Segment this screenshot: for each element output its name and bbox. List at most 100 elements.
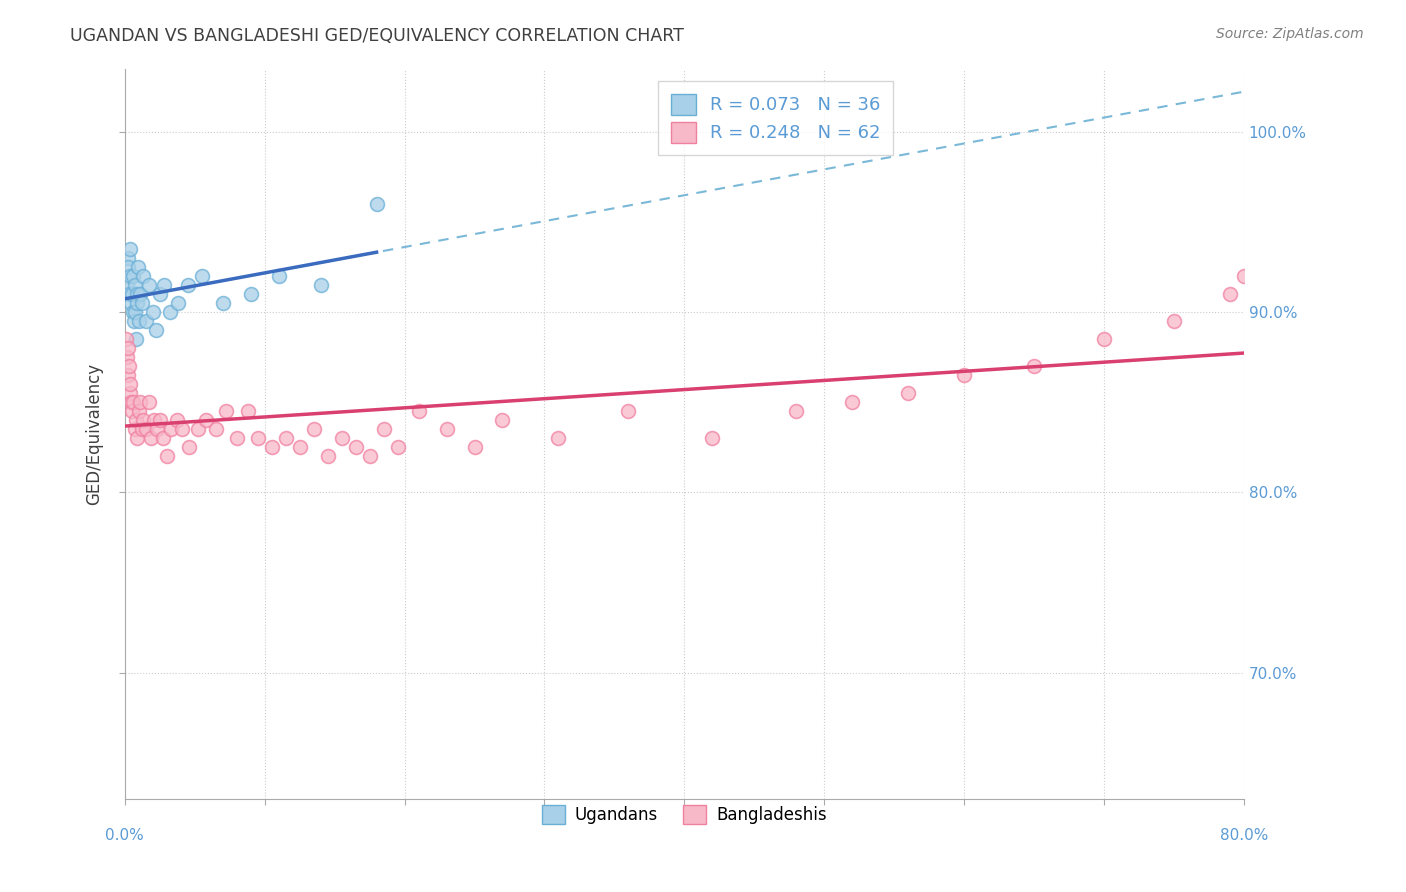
Point [953, 368, 976, 382]
Point [129, 395, 152, 409]
Point [1092, 332, 1115, 346]
Point [118, 359, 141, 373]
Point [463, 440, 485, 454]
Point [373, 422, 395, 436]
Point [344, 440, 367, 454]
Point [120, 395, 142, 409]
Point [194, 413, 217, 427]
Point [129, 287, 152, 301]
Point [267, 268, 290, 283]
Point [122, 395, 145, 409]
Point [1233, 268, 1256, 283]
Point [160, 422, 183, 436]
Point [141, 431, 163, 445]
Point [127, 260, 149, 274]
Point [309, 277, 332, 292]
Point [146, 422, 169, 436]
Point [1022, 359, 1045, 373]
Point [138, 395, 160, 409]
Point [135, 314, 157, 328]
Point [121, 287, 143, 301]
Point [387, 440, 409, 454]
Point [128, 404, 150, 418]
Point [177, 277, 200, 292]
Point [190, 268, 212, 283]
Point [408, 404, 430, 418]
Point [131, 422, 153, 436]
Point [120, 377, 142, 392]
Point [115, 332, 138, 346]
Text: UGANDAN VS BANGLADESHI GED/EQUIVALENCY CORRELATION CHART: UGANDAN VS BANGLADESHI GED/EQUIVALENCY C… [70, 27, 685, 45]
Point [127, 431, 149, 445]
Point [274, 431, 297, 445]
Point [118, 287, 141, 301]
Point [225, 431, 247, 445]
Point [131, 296, 153, 310]
Point [149, 413, 172, 427]
Point [156, 449, 179, 463]
Point [204, 422, 226, 436]
Point [1163, 314, 1185, 328]
Point [491, 413, 513, 427]
Point [117, 368, 139, 382]
Point [166, 413, 188, 427]
Point [316, 449, 339, 463]
Point [128, 314, 150, 328]
Point [302, 422, 325, 436]
Point [124, 277, 146, 292]
Point [366, 196, 388, 211]
Point [135, 422, 157, 436]
Point [785, 404, 807, 418]
Point [121, 268, 143, 283]
Point [143, 413, 166, 427]
Point [127, 296, 149, 310]
Point [1219, 287, 1241, 301]
Point [617, 404, 640, 418]
Point [118, 242, 141, 256]
Point [138, 277, 160, 292]
Point [145, 323, 167, 337]
Point [117, 251, 139, 265]
Point [260, 440, 283, 454]
Point [172, 422, 194, 436]
Point [436, 422, 458, 436]
Point [132, 268, 155, 283]
Point [122, 314, 145, 328]
Point [159, 305, 181, 319]
Point [149, 287, 172, 301]
Point [118, 386, 141, 401]
Point [152, 431, 174, 445]
Point [142, 305, 165, 319]
Point [841, 395, 863, 409]
Text: Source: ZipAtlas.com: Source: ZipAtlas.com [1216, 27, 1364, 41]
Point [330, 431, 353, 445]
Point [117, 260, 139, 274]
Text: 80.0%: 80.0% [1219, 828, 1268, 843]
Point [897, 386, 920, 401]
Point [132, 413, 155, 427]
Point [288, 440, 311, 454]
Point [120, 296, 142, 310]
Point [124, 422, 146, 436]
Legend: Ugandans, Bangladeshis: Ugandans, Bangladeshis [534, 798, 834, 830]
Point [121, 404, 143, 418]
Point [179, 440, 201, 454]
Point [702, 431, 724, 445]
Point [122, 305, 145, 319]
Point [153, 277, 176, 292]
Text: 0.0%: 0.0% [105, 828, 145, 843]
Point [211, 296, 233, 310]
Point [125, 332, 148, 346]
Point [246, 431, 269, 445]
Point [239, 287, 262, 301]
Y-axis label: GED/Equivalency: GED/Equivalency [86, 363, 103, 505]
Point [115, 350, 138, 364]
Point [117, 341, 139, 355]
Point [359, 449, 381, 463]
Point [120, 268, 142, 283]
Point [187, 422, 209, 436]
Point [125, 287, 148, 301]
Point [125, 413, 148, 427]
Point [115, 277, 138, 292]
Point [214, 404, 236, 418]
